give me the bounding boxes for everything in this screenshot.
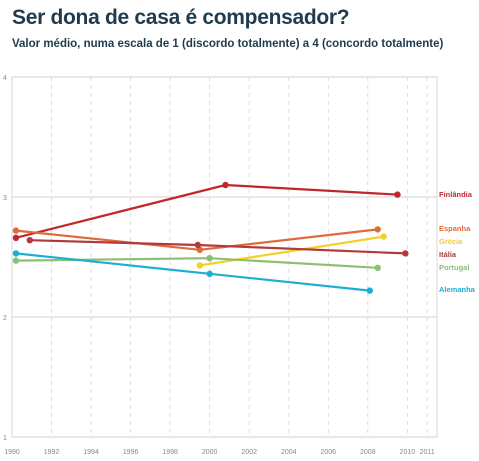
x-tick-label: 2000 (202, 449, 218, 456)
data-point (12, 227, 20, 234)
data-point (374, 264, 381, 271)
data-point (12, 250, 20, 257)
data-point (206, 255, 213, 262)
plot-border (11, 76, 438, 438)
y-tick-label: 4 (3, 75, 7, 82)
series-0 (12, 181, 401, 241)
series-3 (26, 237, 409, 257)
data-point (12, 257, 20, 264)
x-tick-label: 2011 (420, 449, 435, 456)
x-tick-label: 2004 (281, 449, 297, 456)
x-tick-label: 1994 (83, 449, 99, 456)
x-tick-label: 1998 (162, 449, 178, 456)
legend-label-1: Espanha (439, 224, 471, 233)
x-tick-label: 2006 (320, 449, 336, 456)
data-point (26, 237, 33, 244)
legend-label-5: Alemanha (439, 285, 476, 294)
series-5 (12, 250, 373, 294)
series-2 (196, 233, 387, 269)
data-point (366, 287, 373, 294)
data-point (222, 181, 229, 189)
data-point (196, 246, 203, 253)
series-line (14, 183, 399, 239)
series-1 (12, 226, 381, 253)
legend-label-2: Grécia (439, 237, 463, 246)
y-tick-label: 1 (3, 435, 7, 442)
x-tick-label: 1992 (44, 449, 60, 456)
grid-layer (11, 76, 438, 438)
data-point (394, 191, 401, 198)
legend-label-4: Portugal (439, 263, 469, 272)
data-point (374, 226, 381, 233)
data-point (196, 262, 203, 269)
data-point (380, 233, 387, 240)
data-point (206, 270, 213, 277)
chart-subtitle: Valor médio, numa escala de 1 (discordo … (12, 38, 444, 50)
legend-label-0: Finlândia (439, 190, 473, 199)
x-tick-label: 1996 (123, 449, 139, 456)
y-tick-label: 3 (3, 195, 7, 202)
data-point (12, 234, 20, 241)
x-tick-label: 2002 (241, 449, 257, 456)
data-point (194, 241, 202, 249)
x-tick-label: 2008 (360, 449, 376, 456)
y-tick-label: 2 (3, 315, 7, 322)
legend-label-3: Itália (439, 250, 457, 259)
axis-ticks: 1 2 3 4 1990 1992 1994 1996 1998 2000 2002 2004 2006… (3, 75, 435, 456)
chart-title: Ser dona de casa é compensador? (12, 6, 350, 29)
data-point (402, 250, 409, 257)
x-tick-label: 1990 (4, 449, 20, 456)
x-tick-label: 2010 (400, 449, 416, 456)
series-4 (12, 255, 381, 271)
series-line (198, 235, 385, 267)
legend: Finlândia Espanha Grécia Itália Portugal Alem… (439, 190, 476, 294)
series-layer (12, 181, 409, 294)
